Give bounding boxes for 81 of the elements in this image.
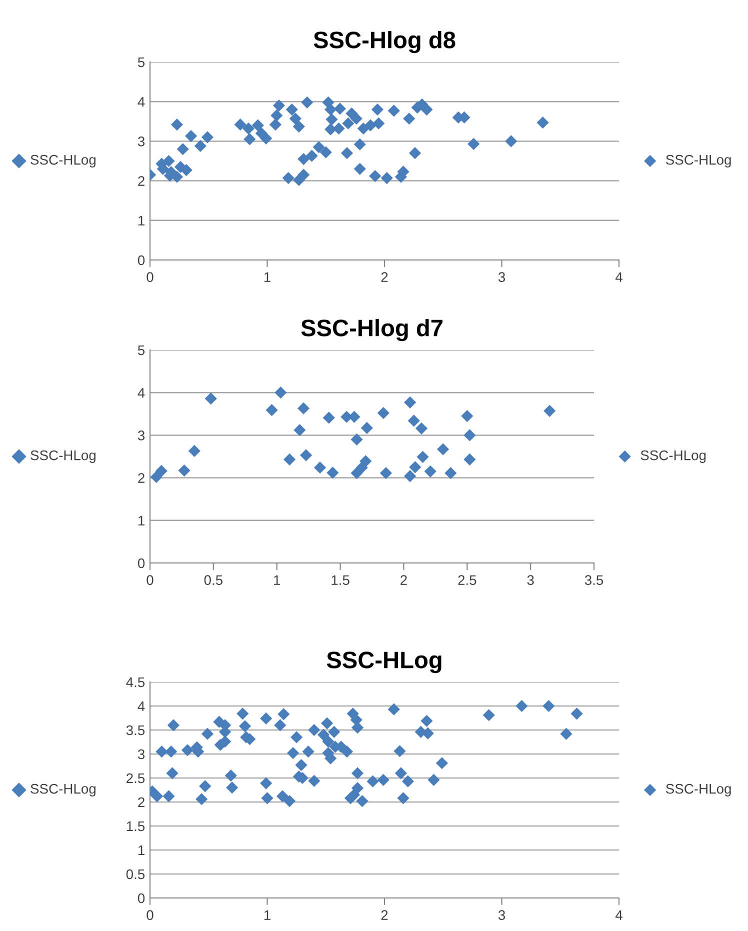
y-tick-label: 3 xyxy=(138,430,145,440)
point xyxy=(322,412,335,424)
y-tick-label: 3.5 xyxy=(126,725,145,736)
y-axis-title: SSC-HLog xyxy=(30,450,96,463)
y-tick-label: 5 xyxy=(138,57,145,68)
point xyxy=(464,453,476,466)
y-tick-label: 2 xyxy=(138,473,144,483)
y-tick-label: 0 xyxy=(138,893,145,904)
y-tick-label: 4 xyxy=(138,388,145,398)
x-tick-label: 0.5 xyxy=(204,575,222,586)
y-tick-label: 2.5 xyxy=(126,773,145,784)
y-tick-label: 3 xyxy=(138,136,145,146)
x-tick-label: 2 xyxy=(381,910,388,920)
y-tick-label: 1.5 xyxy=(126,821,145,832)
point xyxy=(155,464,168,478)
chart-title: SSC-Hlog d7 xyxy=(301,319,442,342)
point xyxy=(350,433,363,446)
point xyxy=(294,424,306,436)
x-tick-label: 0 xyxy=(146,575,154,586)
y-axis-title: SSC-HLog xyxy=(30,784,96,796)
point xyxy=(150,470,162,484)
point xyxy=(464,429,476,442)
y-tick-label: 0.5 xyxy=(126,869,145,880)
x-tick-label: 3 xyxy=(498,910,505,920)
y-tick-label: 1 xyxy=(138,845,144,856)
x-tick-label: 1.5 xyxy=(332,575,350,586)
y-tick-label: 4 xyxy=(138,701,145,712)
y-tick-label: 4.5 xyxy=(126,677,145,688)
legend-label: SSC-HLog xyxy=(666,784,731,796)
y-tick-label: 0 xyxy=(138,558,145,568)
point xyxy=(377,406,390,420)
point xyxy=(283,453,296,466)
point xyxy=(380,467,392,480)
point xyxy=(404,396,416,408)
point xyxy=(409,461,422,474)
y-axis-title: SSC-HLog xyxy=(30,154,96,168)
point xyxy=(274,386,287,399)
point xyxy=(188,444,200,458)
point xyxy=(326,466,339,479)
point xyxy=(360,422,373,434)
point xyxy=(444,467,457,480)
chart-title: SSC-Hlog d8 xyxy=(314,31,456,54)
point xyxy=(404,470,416,482)
x-tick-label: 2.5 xyxy=(458,575,476,586)
point xyxy=(408,414,420,427)
point xyxy=(360,455,372,468)
x-tick-label: 1 xyxy=(264,910,270,920)
x-tick-label: 1 xyxy=(264,272,270,282)
point xyxy=(266,404,278,416)
point xyxy=(436,443,450,456)
point xyxy=(461,410,474,422)
x-tick-label: 3 xyxy=(498,272,505,282)
point xyxy=(314,462,326,474)
point xyxy=(415,422,428,434)
x-tick-label: 3.5 xyxy=(584,575,604,586)
legend-label: SSC-HLog xyxy=(640,450,706,463)
point xyxy=(424,465,436,478)
point xyxy=(297,402,310,414)
y-tick-label: 1 xyxy=(138,216,144,226)
point xyxy=(204,392,217,405)
chart-title: SSC-HLog xyxy=(326,652,442,674)
x-tick-label: 4 xyxy=(615,272,622,282)
y-tick-label: 2 xyxy=(138,797,144,808)
y-tick-label: 3 xyxy=(138,749,145,760)
y-tick-label: 5 xyxy=(138,345,145,356)
y-tick-label: 2 xyxy=(138,176,144,186)
x-tick-label: 0 xyxy=(146,910,154,920)
point xyxy=(178,464,190,477)
x-tick-label: 2 xyxy=(400,575,407,585)
point xyxy=(544,404,556,417)
x-tick-label: 1 xyxy=(274,575,280,585)
y-tick-label: 4 xyxy=(138,97,145,107)
point xyxy=(416,450,429,463)
point xyxy=(300,449,312,462)
x-tick-label: 4 xyxy=(615,910,622,920)
y-tick-label: 1 xyxy=(138,516,144,526)
y-tick-label: 0 xyxy=(138,255,145,266)
legend-label: SSC-HLog xyxy=(666,154,731,168)
x-tick-label: 2 xyxy=(381,272,388,282)
x-tick-label: 3 xyxy=(527,575,534,586)
x-tick-label: 0 xyxy=(146,272,154,282)
